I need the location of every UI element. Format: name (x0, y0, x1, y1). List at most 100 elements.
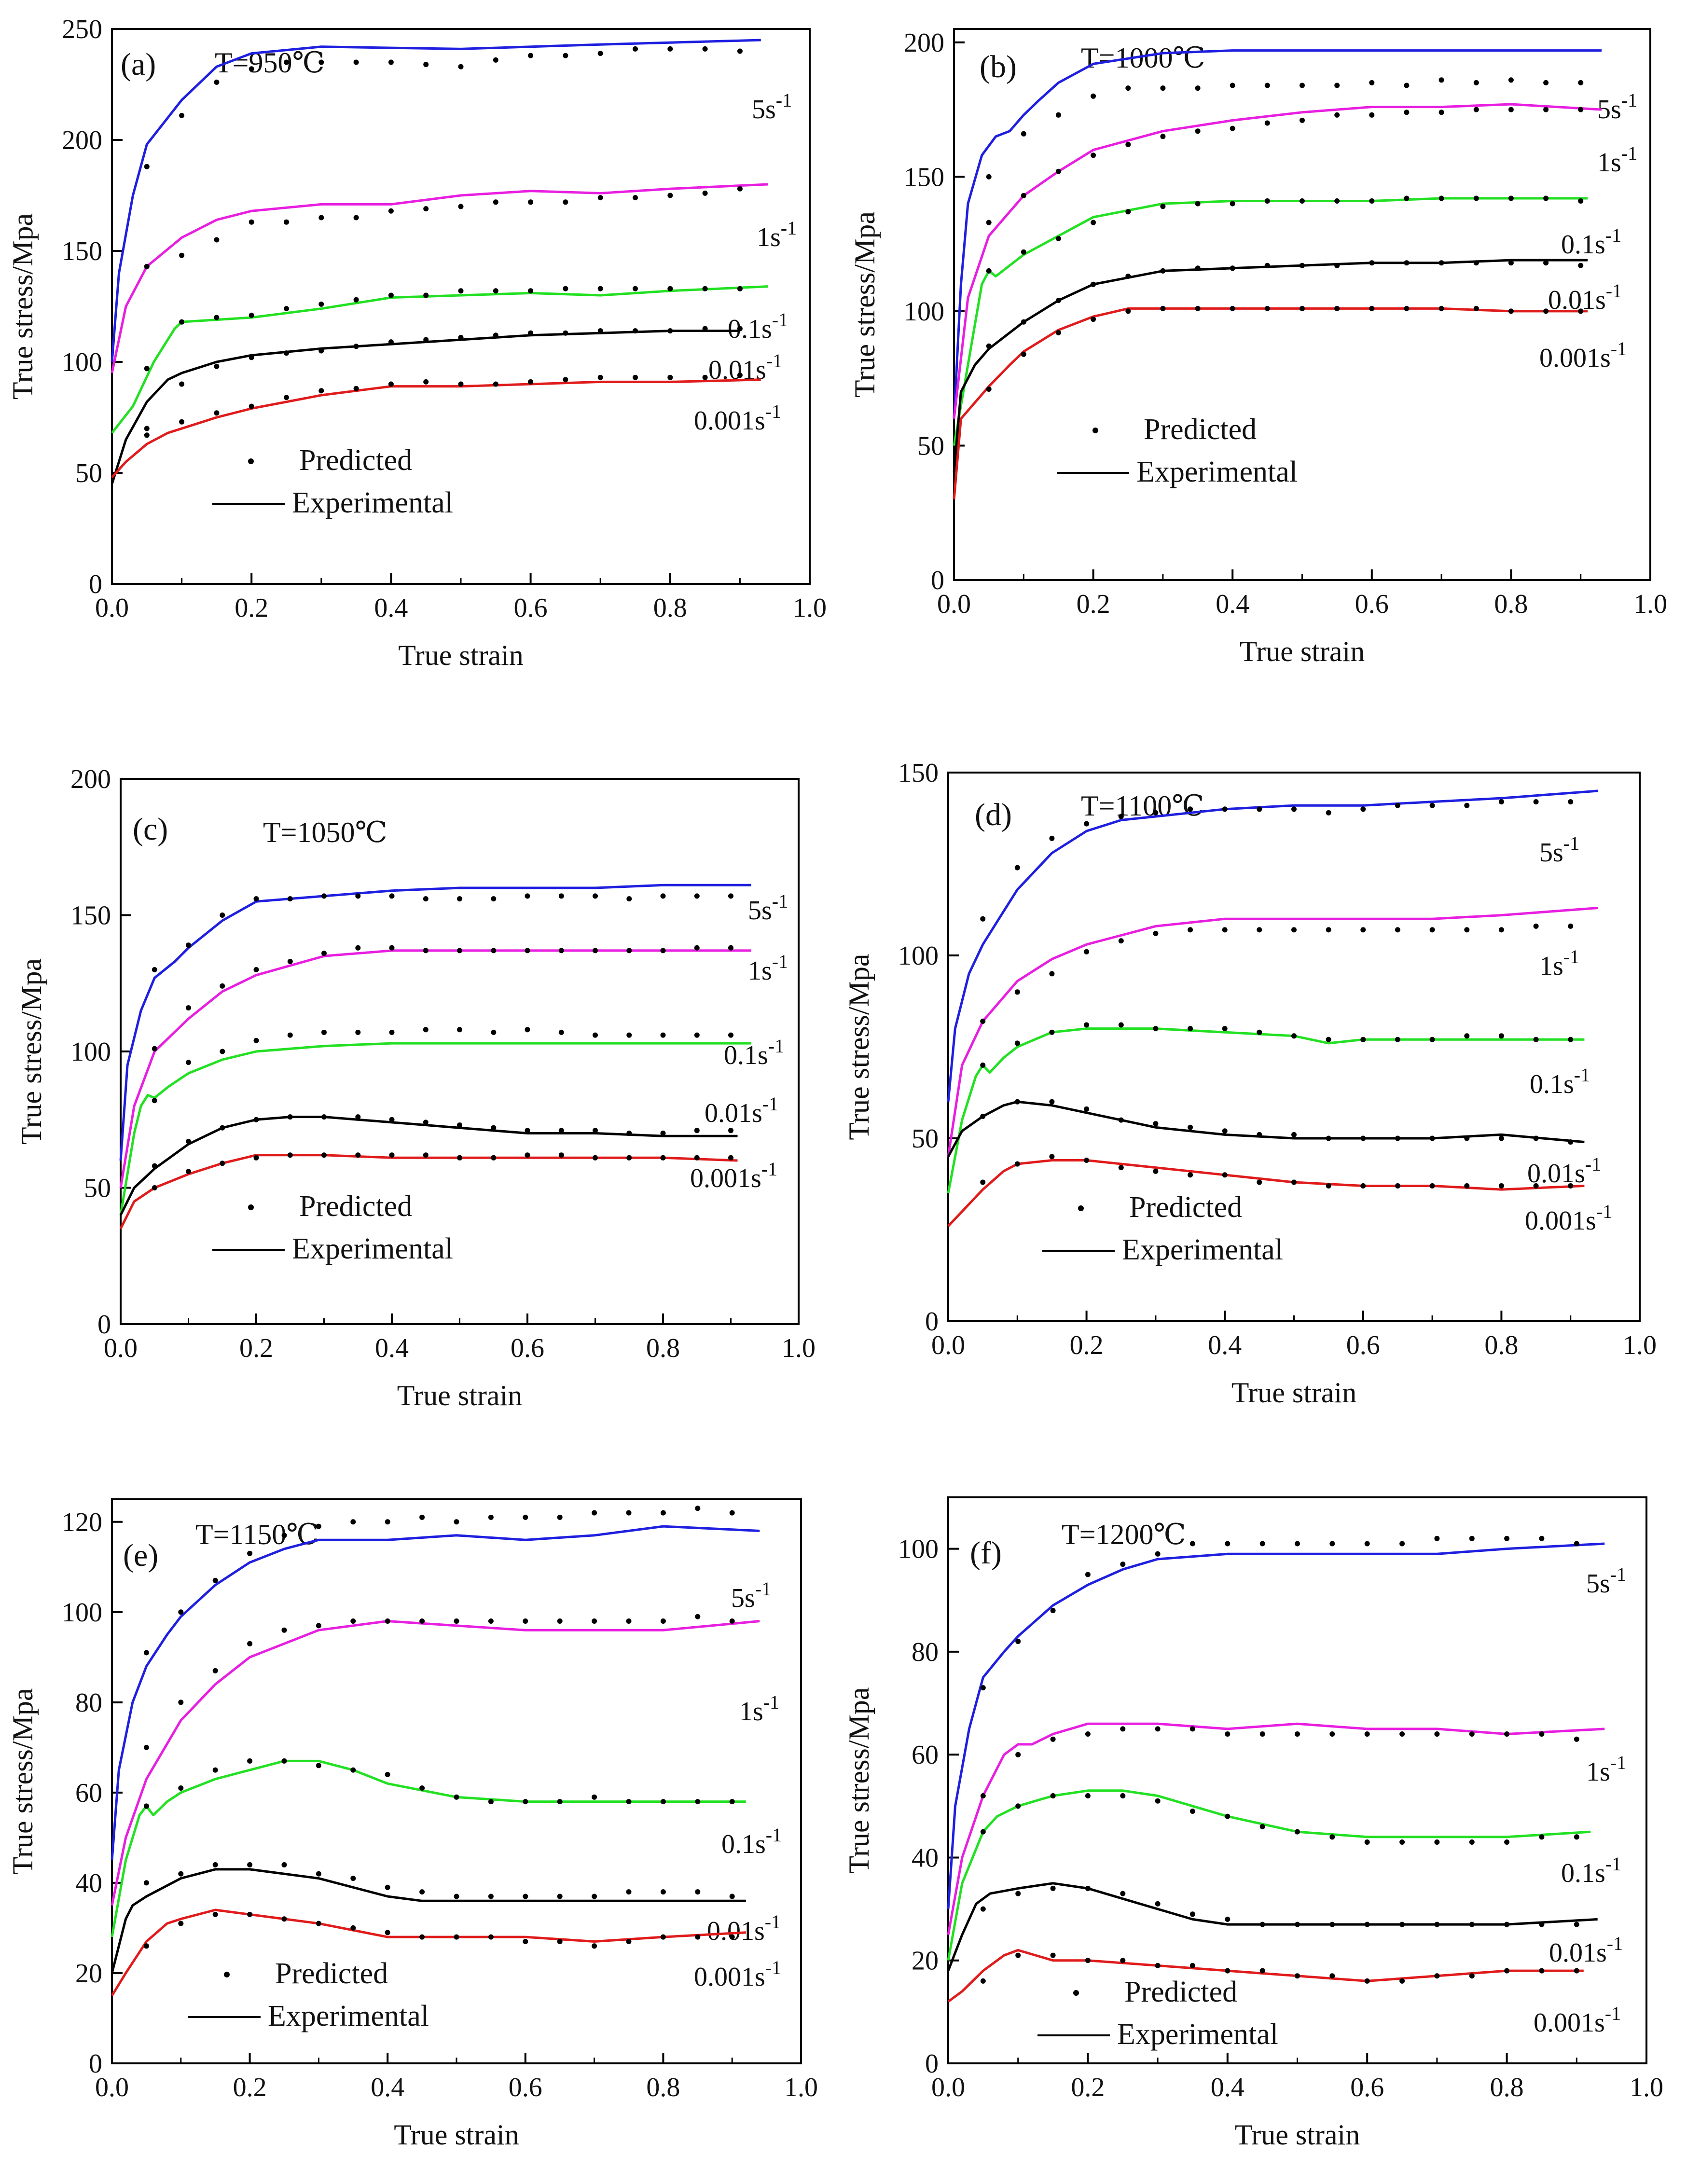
predicted-point (1118, 1117, 1124, 1123)
y-tick-label: 50 (912, 1124, 939, 1154)
predicted-point (1189, 1541, 1195, 1547)
predicted-point (355, 1114, 361, 1120)
predicted-point (660, 893, 666, 899)
predicted-point (321, 951, 327, 956)
x-tick-label: 0.8 (1484, 1330, 1518, 1360)
predicted-point (1473, 80, 1479, 85)
predicted-point (1364, 1921, 1370, 1927)
predicted-point (1120, 1891, 1126, 1896)
predicted-point (454, 1794, 459, 1800)
x-tick-label: 0.2 (1070, 1330, 1104, 1360)
predicted-point (1188, 1172, 1193, 1178)
predicted-point (1369, 198, 1375, 204)
predicted-point (1543, 107, 1549, 112)
chart-panel-a: 0.0 0.2 0.4 0.6 0.8 1.0 0 50 100 150 200 250 True st… (7, 14, 827, 671)
x-tick-label: 0.4 (1208, 1330, 1242, 1360)
predicted-point (1259, 1968, 1265, 1974)
predicted-point (220, 1049, 225, 1054)
predicted-point (186, 1005, 191, 1011)
predicted-point (1050, 1885, 1056, 1891)
predicted-point (281, 1627, 287, 1633)
predicted-point (1539, 1535, 1545, 1541)
x-tick-label: 0.4 (371, 2073, 404, 2102)
predicted-point (316, 1763, 321, 1769)
legend-predicted-marker (1092, 428, 1098, 433)
y-tick-label: 50 (917, 431, 944, 461)
predicted-point (1369, 80, 1375, 85)
predicted-point (728, 1128, 733, 1133)
predicted-point (1295, 1973, 1300, 1979)
predicted-point (1543, 308, 1549, 314)
predicted-point (144, 366, 150, 372)
predicted-point (419, 1785, 425, 1791)
predicted-point (249, 66, 254, 72)
predicted-point (220, 1161, 225, 1166)
strain-rate-label: 0.001s-1 (1534, 2003, 1621, 2038)
predicted-point (1533, 799, 1539, 805)
predicted-point (1153, 1121, 1159, 1127)
predicted-point (1326, 1135, 1331, 1141)
predicted-point (1230, 305, 1235, 311)
predicted-point (214, 79, 220, 85)
predicted-point (1498, 1135, 1504, 1141)
predicted-point (493, 57, 498, 63)
predicted-point (1404, 110, 1410, 115)
predicted-point (179, 419, 185, 425)
x-tick-label: 0.6 (511, 1333, 544, 1363)
predicted-point (1539, 1968, 1545, 1974)
y-tick-label: 150 (70, 901, 111, 931)
predicted-point (1189, 1726, 1195, 1732)
predicted-point (318, 388, 324, 394)
predicted-point (423, 948, 429, 954)
predicted-point (1188, 927, 1193, 933)
predicted-point (287, 1152, 293, 1158)
x-axis-title: True strain (1235, 2119, 1360, 2151)
y-axis-title: True stress/Mpa (849, 211, 881, 398)
predicted-point (1508, 195, 1514, 201)
experimental-line-1 (947, 1722, 1605, 1935)
predicted-point (1118, 938, 1124, 944)
predicted-point (986, 268, 992, 274)
predicted-point (1055, 236, 1061, 241)
predicted-point (597, 286, 603, 291)
predicted-point (980, 1179, 986, 1185)
predicted-point (1508, 308, 1514, 314)
predicted-point (626, 1510, 632, 1516)
predicted-point (1230, 201, 1235, 207)
predicted-point (1160, 134, 1166, 139)
predicted-point (454, 1894, 459, 1899)
chart-panel-b: 0.0 0.2 0.4 0.6 0.8 1.0 0 50 100 150 200 True strai… (849, 28, 1667, 667)
y-tick-label: 200 (62, 125, 102, 155)
predicted-point (1291, 927, 1297, 933)
predicted-point (253, 1117, 259, 1122)
predicted-point (1230, 83, 1235, 88)
predicted-point (179, 112, 185, 118)
predicted-point (695, 1889, 701, 1895)
chart-panel-e: 0.0 0.2 0.4 0.6 0.8 1.0 0 20 40 60 80 100 120 True st… (7, 1498, 818, 2151)
predicted-point (353, 59, 359, 65)
strain-rate-label: 0.1s-1 (1561, 1853, 1621, 1888)
predicted-point (1334, 112, 1340, 118)
predicted-point (316, 1921, 321, 1926)
predicted-point (1498, 1033, 1504, 1039)
predicted-point (179, 252, 185, 258)
predicted-point (1404, 260, 1410, 266)
predicted-point (558, 948, 564, 954)
predicted-point (1225, 1968, 1231, 1974)
x-tick-label: 0.8 (1490, 2073, 1524, 2102)
predicted-point (557, 1894, 563, 1899)
predicted-point (1508, 77, 1514, 83)
predicted-point (558, 1152, 564, 1158)
predicted-point (1504, 1839, 1510, 1845)
predicted-point (389, 945, 395, 951)
predicted-point (667, 374, 673, 380)
predicted-point (1125, 274, 1131, 279)
strain-rate-label: 0.1s-1 (728, 309, 788, 344)
predicted-point (385, 1618, 390, 1624)
predicted-point (1364, 1731, 1370, 1737)
predicted-point (318, 348, 324, 354)
predicted-point (1329, 1834, 1335, 1840)
predicted-point (1578, 308, 1584, 314)
predicted-point (385, 1930, 390, 1935)
y-axis-title: True stress/Mpa (7, 1688, 39, 1874)
